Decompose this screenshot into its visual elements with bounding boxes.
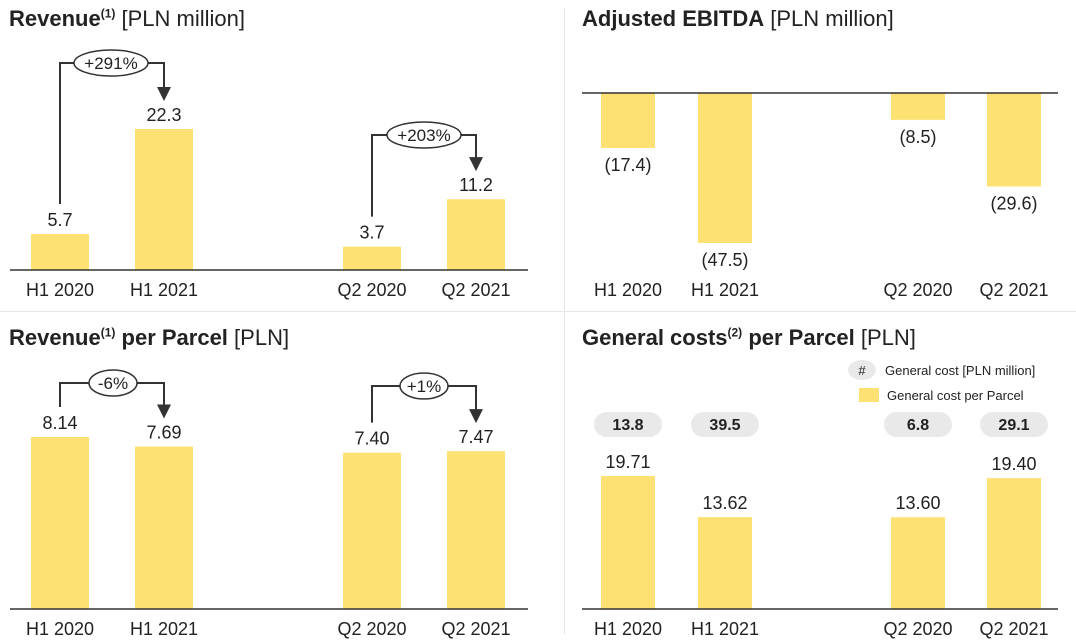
bar-h1-2020 xyxy=(31,437,89,609)
bar-q2-2021 xyxy=(447,451,505,609)
general-costs-title: General costs(2) per Parcel [PLN] xyxy=(582,325,916,350)
revenue-chart-title: Revenue(1) [PLN million] xyxy=(9,6,245,31)
bar-h1-2020 xyxy=(601,476,655,609)
category-label-h1-2020: H1 2020 xyxy=(594,280,662,300)
value-label-h1-2020: 8.14 xyxy=(42,413,77,433)
bar-h1-2020 xyxy=(31,233,89,270)
bar-h1-2021 xyxy=(698,93,752,243)
bar-q2-2020 xyxy=(343,452,401,609)
category-label-q2-2021: Q2 2021 xyxy=(979,619,1048,639)
cost-pill xyxy=(980,412,1048,437)
bar-q2-2020 xyxy=(891,517,945,609)
bar-q2-2021 xyxy=(987,93,1041,187)
value-label-h1-2020: 19.71 xyxy=(605,452,650,472)
value-label-h1-2021: 7.69 xyxy=(146,423,181,443)
legend-pill-icon xyxy=(848,360,876,380)
value-label-q2-2021: 7.47 xyxy=(458,427,493,447)
bar-h1-2021 xyxy=(135,446,193,609)
category-label-h1-2021: H1 2021 xyxy=(691,280,759,300)
legend-pill-symbol: # xyxy=(858,363,866,378)
category-label-q2-2020: Q2 2020 xyxy=(337,619,406,639)
growth-badge xyxy=(73,49,149,77)
bar-q2-2020 xyxy=(891,93,945,120)
category-label-q2-2021: Q2 2021 xyxy=(979,280,1048,300)
arrow-head-icon xyxy=(157,87,171,101)
value-label-h1-2021: 22.3 xyxy=(146,105,181,125)
cost-pill-value: 39.5 xyxy=(709,417,740,434)
horizontal-divider xyxy=(0,311,1076,312)
category-label-h1-2020: H1 2020 xyxy=(26,280,94,300)
value-label-q2-2021: (29.6) xyxy=(990,193,1037,213)
category-label-q2-2020: Q2 2020 xyxy=(337,280,406,300)
growth-badge xyxy=(88,369,138,397)
arrow-head-icon xyxy=(469,157,483,172)
value-label-q2-2021: 19.40 xyxy=(991,454,1036,474)
cost-pill-value: 13.8 xyxy=(612,417,643,434)
growth-label: +1% xyxy=(407,377,442,396)
legend-pill-label: General cost [PLN million] xyxy=(885,363,1035,378)
bar-h1-2020 xyxy=(601,93,655,148)
growth-label: +203% xyxy=(397,126,450,145)
legend-bar-swatch xyxy=(859,388,879,402)
value-label-h1-2020: (17.4) xyxy=(604,155,651,175)
cost-pill xyxy=(884,412,952,437)
growth-label: +291% xyxy=(84,54,137,73)
bar-h1-2021 xyxy=(698,517,752,609)
value-label-q2-2021: 11.2 xyxy=(459,175,493,195)
value-label-q2-2020: (8.5) xyxy=(899,127,936,147)
growth-badge xyxy=(399,372,449,400)
cost-pill-value: 29.1 xyxy=(998,417,1029,434)
bar-q2-2020 xyxy=(343,246,401,270)
bar-q2-2021 xyxy=(987,478,1041,609)
value-label-h1-2021: 13.62 xyxy=(702,493,747,513)
category-label-h1-2021: H1 2021 xyxy=(130,619,198,639)
vertical-divider xyxy=(564,8,565,634)
revenue-per-parcel-title: Revenue(1) per Parcel [PLN] xyxy=(9,325,290,350)
growth-label: -6% xyxy=(98,374,128,393)
category-label-h1-2020: H1 2020 xyxy=(594,619,662,639)
category-label-q2-2020: Q2 2020 xyxy=(883,619,952,639)
arrow-head-icon xyxy=(469,409,483,424)
category-label-h1-2020: H1 2020 xyxy=(26,619,94,639)
value-label-h1-2020: 5.7 xyxy=(47,210,72,230)
ebitda-chart-title: Adjusted EBITDA [PLN million] xyxy=(582,6,894,31)
cost-pill xyxy=(594,412,662,437)
cost-pill-value: 6.8 xyxy=(907,417,929,434)
value-label-h1-2021: (47.5) xyxy=(701,250,748,270)
growth-badge xyxy=(386,121,462,149)
category-label-h1-2021: H1 2021 xyxy=(130,280,198,300)
arrow-head-icon xyxy=(157,404,171,419)
bar-q2-2021 xyxy=(447,199,505,270)
category-label-h1-2021: H1 2021 xyxy=(691,619,759,639)
category-label-q2-2020: Q2 2020 xyxy=(883,280,952,300)
legend-bar-label: General cost per Parcel xyxy=(887,388,1024,403)
value-label-q2-2020: 7.40 xyxy=(354,429,389,449)
bar-h1-2021 xyxy=(135,129,193,270)
category-label-q2-2021: Q2 2021 xyxy=(441,619,510,639)
category-label-q2-2021: Q2 2021 xyxy=(441,280,510,300)
cost-pill xyxy=(691,412,759,437)
value-label-q2-2020: 13.60 xyxy=(895,493,940,513)
value-label-q2-2020: 3.7 xyxy=(359,223,384,243)
